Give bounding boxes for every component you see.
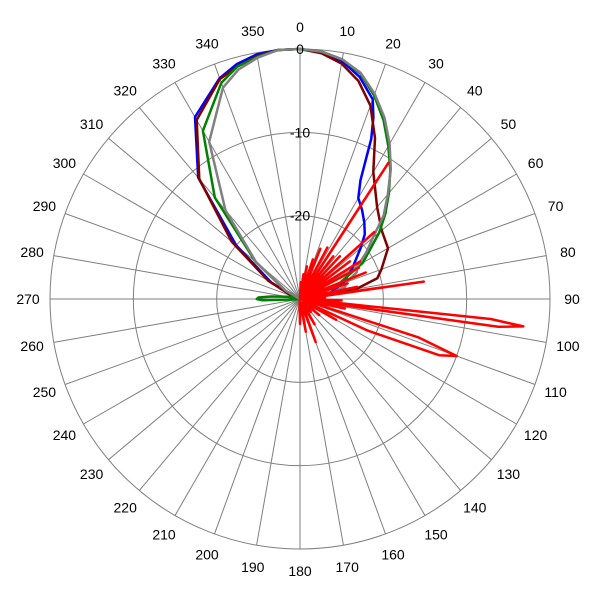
angle-tick-label-140: 140: [463, 499, 487, 515]
angle-tick-label-180: 180: [288, 563, 312, 579]
angle-tick-label-40: 40: [467, 83, 483, 99]
spoke-200: [214, 298, 301, 535]
spoke-140: [299, 298, 462, 491]
series-layer: [193, 47, 525, 358]
angle-tick-label-200: 200: [195, 547, 219, 563]
spoke-230: [108, 298, 301, 461]
spoke-20: [299, 63, 386, 300]
spoke-150: [299, 298, 426, 516]
spoke-240: [83, 298, 301, 425]
spoke-60: [299, 173, 517, 300]
spoke-50: [299, 137, 492, 300]
angle-tick-label-240: 240: [53, 427, 77, 443]
spoke-290: [64, 213, 301, 300]
series-line-5: [298, 161, 525, 358]
radial-tick-label-1: -10: [290, 124, 310, 140]
angle-tick-label-70: 70: [548, 198, 564, 214]
radial-tick-label-2: -20: [290, 208, 310, 224]
series-line-1: [193, 47, 375, 301]
angle-tick-label-30: 30: [428, 55, 444, 71]
spoke-30: [299, 82, 426, 300]
series-line-3: [201, 47, 392, 302]
angle-tick-label-290: 290: [33, 198, 57, 214]
angle-tick-label-190: 190: [241, 559, 265, 575]
spoke-100: [299, 298, 547, 343]
angle-tick-label-260: 260: [20, 338, 44, 354]
angle-tick-label-0: 0: [296, 19, 304, 35]
series-line-2: [195, 47, 390, 301]
angle-tick-label-300: 300: [53, 155, 77, 171]
angle-tick-label-340: 340: [195, 35, 219, 51]
angle-tick-label-220: 220: [114, 499, 138, 515]
spoke-340: [214, 63, 301, 300]
angle-tick-label-310: 310: [80, 116, 104, 132]
angle-tick-label-110: 110: [544, 384, 567, 400]
angle-tick-label-330: 330: [152, 55, 176, 71]
angle-tick-label-270: 270: [16, 291, 40, 307]
spoke-190: [256, 298, 301, 546]
grid-circle--20: [216, 215, 384, 383]
spoke-10: [299, 52, 344, 300]
angle-tick-label-130: 130: [497, 466, 521, 482]
spoke-300: [83, 173, 301, 300]
angle-tick-label-320: 320: [114, 83, 138, 99]
label-layer: 0 10 20 30 40 50 60 70 80 90 100 110 120 130 140 150 160…: [16, 19, 580, 579]
angle-tick-label-50: 50: [501, 116, 517, 132]
angle-tick-label-150: 150: [424, 527, 448, 543]
angle-tick-label-60: 60: [528, 155, 544, 171]
angle-tick-label-80: 80: [560, 244, 576, 260]
spoke-350: [256, 52, 301, 300]
angle-tick-label-20: 20: [385, 35, 401, 51]
spoke-210: [174, 298, 301, 516]
angle-tick-label-10: 10: [339, 23, 355, 39]
angle-tick-label-90: 90: [564, 291, 580, 307]
spoke-110: [299, 298, 536, 385]
angle-tick-label-250: 250: [33, 384, 57, 400]
angle-tick-label-210: 210: [152, 527, 176, 543]
angle-tick-label-170: 170: [336, 559, 360, 575]
angle-tick-label-280: 280: [20, 244, 44, 260]
angle-tick-label-160: 160: [381, 547, 405, 563]
angle-tick-label-120: 120: [524, 427, 548, 443]
angle-tick-label-100: 100: [556, 338, 580, 354]
spoke-40: [299, 107, 462, 300]
angle-tick-label-350: 350: [241, 23, 265, 39]
spoke-130: [299, 298, 492, 461]
radial-tick-label-0: 0: [296, 41, 304, 57]
spoke-260: [53, 298, 301, 343]
angle-tick-label-230: 230: [80, 466, 104, 482]
spoke-250: [64, 298, 301, 385]
polar-grid: [49, 48, 551, 550]
spoke-220: [138, 298, 301, 491]
spoke-280: [53, 255, 301, 300]
grid-circle--10: [132, 131, 468, 467]
spoke-170: [299, 298, 344, 546]
